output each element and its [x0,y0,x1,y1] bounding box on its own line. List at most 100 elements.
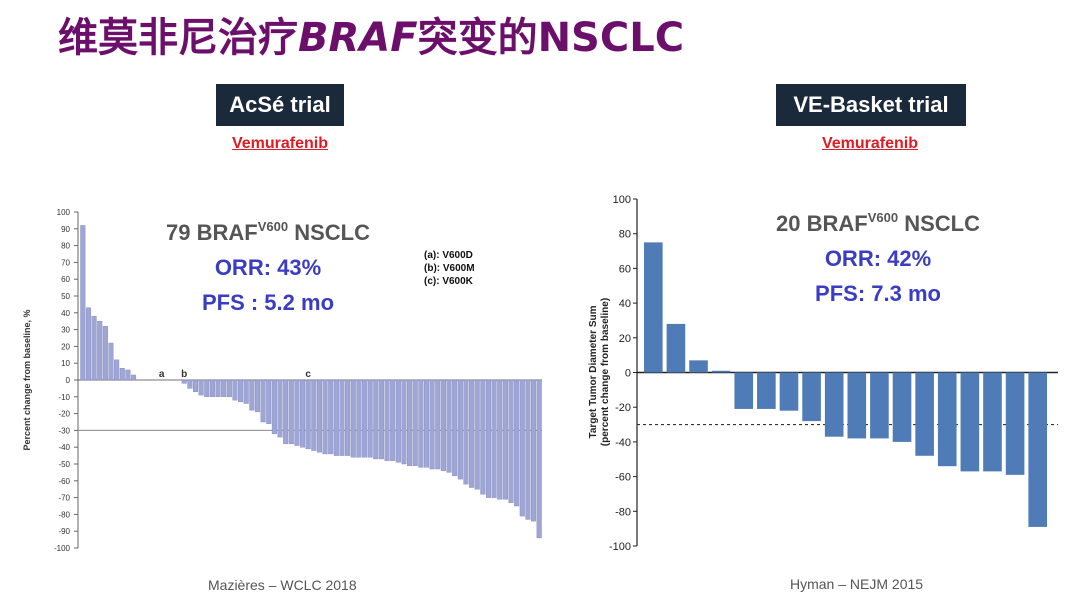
left-bar [457,379,463,480]
left-stats-count-tail: NSCLC [288,220,370,245]
right-bar [711,370,731,373]
left-ytick-label: 60 [61,275,70,284]
left-ytick-label: -90 [58,527,70,536]
left-bar [254,379,260,413]
left-ytick-label: 70 [61,258,70,267]
right-ylabel-line2: (percent change from baseline) [600,298,611,446]
right-ytick-label: 100 [613,194,631,206]
left-bar [91,315,97,381]
right-bar [960,372,980,472]
left-bar [260,379,266,423]
right-bar [666,323,686,373]
left-ytick-label: 20 [61,342,70,351]
left-bar [362,379,368,458]
right-ytick-label: 20 [619,333,631,345]
left-bar [102,326,108,381]
left-bar [531,379,537,522]
left-bar [446,379,452,473]
left-stats-count: 79 BRAFV600 NSCLC [166,219,370,245]
left-bar [300,379,306,448]
left-stats-pfs: PFS : 5.2 mo [202,290,334,315]
left-bar [322,379,328,455]
left-ytick-label: 10 [61,359,70,368]
left-bar [407,379,413,466]
left-bar [401,379,407,465]
left-bar [209,379,215,397]
left-bar [367,379,373,458]
right-ytick-label: -40 [615,437,631,449]
left-bar [463,379,469,485]
left-bar [423,379,430,468]
right-ytick-label: -60 [615,472,631,484]
left-bar [373,379,379,460]
left-bar [187,379,193,389]
left-ytick-label: -10 [58,393,70,402]
left-bar [249,379,255,411]
right-ytick-label: -80 [615,506,631,518]
left-ytick-label: -40 [58,443,70,452]
left-bar [232,379,238,401]
left-bar [328,379,334,455]
left-ytick-label: 50 [61,292,70,301]
left-bar [429,379,435,470]
left-bar [266,379,272,424]
left-bar [114,359,120,381]
right-bar [892,372,912,442]
left-ytick-label: 0 [66,376,71,385]
left-bar [204,379,210,397]
left-ytick-label: 80 [61,242,70,251]
left-bar [508,379,514,503]
slide-title: 维莫非尼治疗BRAF突变的NSCLC [58,8,684,68]
left-ytick-label: -70 [58,494,70,503]
right-bar [847,372,867,439]
left-bar [480,379,486,495]
left-bar [277,379,283,438]
right-citation: Hyman – NEJM 2015 [790,576,924,592]
left-ytick-label: -20 [58,410,70,419]
left-bar [350,379,356,458]
left-trial-label: AcSé trial [216,84,344,126]
left-bar [418,379,424,468]
left-annotation-label: b [181,369,187,380]
left-ytick-label: -80 [58,510,70,519]
left-bar [119,368,125,381]
left-stats-count-main: 79 BRAF [166,220,258,245]
left-bar [395,379,401,463]
left-stats-count-sup: V600 [258,219,288,234]
left-bar [502,379,508,500]
left-bar [305,379,311,450]
left-bar [452,379,458,476]
left-ytick-label: 40 [61,309,70,318]
left-bar [271,379,277,434]
right-chart: 100 80 60 40 20 0 -20 -40 -60 -80 -100 Target Tumor… [588,194,1058,553]
right-bar [870,372,889,439]
title-italic: BRAF [298,15,418,61]
left-ytick-label: 30 [61,326,70,335]
right-ytick-label: 60 [619,263,631,275]
left-bar [345,379,351,456]
right-stats-count-tail: NSCLC [898,211,980,236]
left-ytick-label: -100 [54,544,71,553]
left-bar [192,379,199,392]
right-ylabel-line1: Target Tumor Diameter Sum [588,305,599,438]
right-drug-label: Vemurafenib [821,135,919,152]
left-bar [316,379,322,453]
right-bar [644,242,663,373]
left-bar [525,379,531,520]
right-stats-count: 20 BRAFV600 NSCLC [776,210,980,236]
left-bar [125,369,131,381]
left-bar [85,307,91,381]
left-bar [514,379,520,507]
left-legend-item: (c): V600K [424,276,474,287]
left-bar [294,379,300,446]
left-bar [243,379,249,404]
left-ytick-label: -30 [58,426,70,435]
right-bar [937,372,957,467]
right-bar [983,372,1002,472]
left-bar [221,379,227,397]
left-bar [491,379,497,498]
left-bar [339,379,345,456]
right-stats-orr: ORR: 42% [825,246,931,271]
left-bar [485,379,491,498]
left-bar [181,379,187,384]
